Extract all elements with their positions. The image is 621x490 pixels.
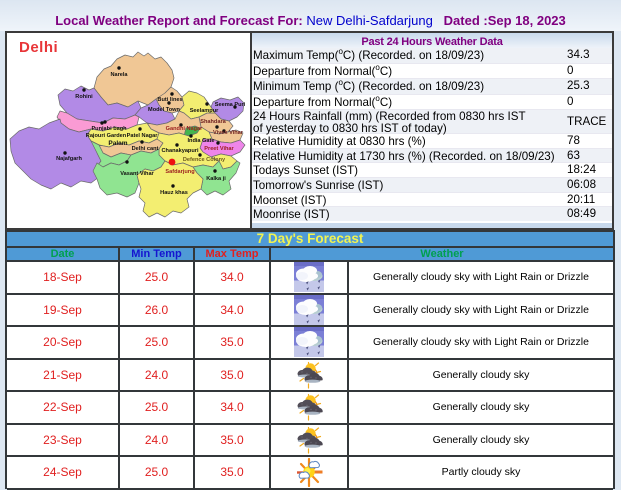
svg-text:Defence Colony: Defence Colony xyxy=(183,157,226,163)
svg-text:Seema Puri: Seema Puri xyxy=(215,102,246,108)
svg-text:Vasant Vihar: Vasant Vihar xyxy=(120,171,154,177)
svg-text:Hauz khas: Hauz khas xyxy=(160,190,188,196)
svg-text:Seelampur: Seelampur xyxy=(190,108,219,114)
svg-text:Model Town: Model Town xyxy=(148,107,180,113)
svg-text:Palam: Palam xyxy=(108,140,127,147)
svg-text:Kalka ji: Kalka ji xyxy=(206,176,226,182)
svg-text:Punjabi bagh: Punjabi bagh xyxy=(91,126,127,132)
svg-text:India Gate: India Gate xyxy=(187,138,214,144)
svg-text:Rajouri Garden: Rajouri Garden xyxy=(86,133,127,139)
svg-text:Patel Nagar: Patel Nagar xyxy=(127,133,159,139)
svg-text:Safdarjung: Safdarjung xyxy=(165,169,195,175)
svg-text:Chanakyapuri: Chanakyapuri xyxy=(162,148,199,154)
svg-text:Preet Vihar: Preet Vihar xyxy=(204,146,234,152)
svg-text:Gandhi Nagar: Gandhi Nagar xyxy=(166,126,203,132)
svg-text:Delhi cant: Delhi cant xyxy=(132,146,159,152)
svg-text:Buti lines: Buti lines xyxy=(157,97,182,103)
svg-text:Rohini: Rohini xyxy=(75,94,93,100)
svg-text:Narela: Narela xyxy=(110,72,128,78)
svg-text:Shahdara: Shahdara xyxy=(200,119,226,125)
svg-text:Najafgarh: Najafgarh xyxy=(56,156,82,162)
svg-text:Vivek Vihar: Vivek Vihar xyxy=(213,130,244,136)
